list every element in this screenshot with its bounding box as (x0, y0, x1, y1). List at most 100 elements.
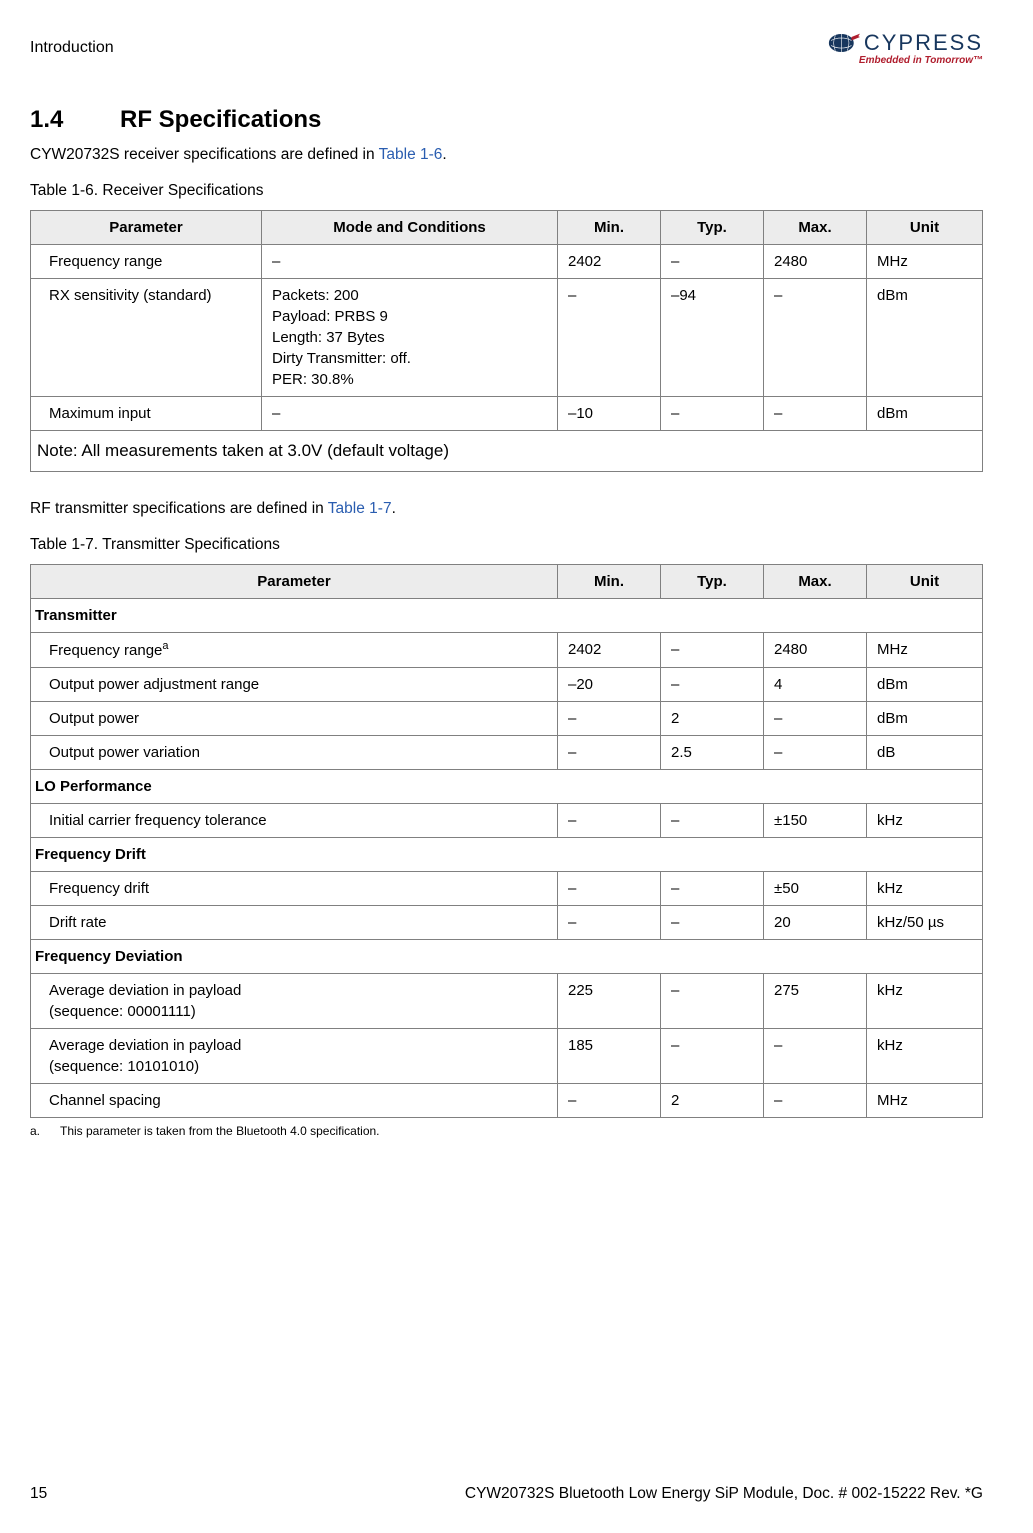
cell-min: – (558, 803, 661, 837)
table-row: Average deviation in payload(sequence: 1… (31, 1028, 983, 1083)
cell-parameter: Output power variation (31, 735, 558, 769)
table-row: Channel spacing–2–MHz (31, 1083, 983, 1117)
table-row: Output power adjustment range–20–4dBm (31, 667, 983, 701)
cell-mode: – (262, 397, 558, 431)
col-max: Max. (764, 211, 867, 245)
table-1-7-footnote: a.This parameter is taken from the Bluet… (30, 1124, 983, 1138)
col-unit: Unit (867, 211, 983, 245)
cell-parameter: Frequency rangea (31, 632, 558, 667)
cell-typ: – (661, 667, 764, 701)
cell-mode: – (262, 245, 558, 279)
section-title-cell: Frequency Deviation (31, 939, 983, 973)
cell-min: 2402 (558, 632, 661, 667)
cell-unit: dBm (867, 701, 983, 735)
cell-min: – (558, 1083, 661, 1117)
cell-parameter: Frequency range (31, 245, 262, 279)
globe-icon (826, 30, 860, 56)
cell-min: 225 (558, 973, 661, 1028)
table-1-6-link[interactable]: Table 1-6 (379, 146, 443, 163)
cell-unit: kHz/50 µs (867, 905, 983, 939)
table-row: Initial carrier frequency tolerance––±15… (31, 803, 983, 837)
cell-unit: MHz (867, 632, 983, 667)
cell-unit: dBm (867, 279, 983, 397)
cell-max: 275 (764, 973, 867, 1028)
intro2-post: . (392, 500, 396, 517)
cell-min: –20 (558, 667, 661, 701)
cell-max: ±150 (764, 803, 867, 837)
col-min: Min. (558, 211, 661, 245)
cell-typ: – (661, 397, 764, 431)
cell-min: 185 (558, 1028, 661, 1083)
intro-text-2: RF transmitter specifications are define… (30, 500, 983, 518)
brand-logo: CYPRESS Embedded in Tomorrow™ (826, 30, 983, 66)
cell-max: – (764, 279, 867, 397)
table-1-7-link[interactable]: Table 1-7 (328, 500, 392, 517)
table-1-6-caption: Table 1-6. Receiver Specifications (30, 182, 983, 200)
table-note-row: Note: All measurements taken at 3.0V (de… (31, 431, 983, 472)
cell-max: – (764, 397, 867, 431)
logo-tagline: Embedded in Tomorrow™ (826, 56, 983, 66)
cell-parameter: Output power (31, 701, 558, 735)
cell-min: – (558, 871, 661, 905)
table-section-row: Frequency Drift (31, 837, 983, 871)
col-typ: Typ. (661, 211, 764, 245)
section-title-cell: LO Performance (31, 769, 983, 803)
cell-min: 2402 (558, 245, 661, 279)
cell-parameter: Average deviation in payload(sequence: 1… (31, 1028, 558, 1083)
breadcrumb: Introduction (30, 39, 114, 57)
table-row: Frequency drift––±50kHz (31, 871, 983, 905)
cell-min: – (558, 905, 661, 939)
cell-parameter: Maximum input (31, 397, 262, 431)
table-section-row: Frequency Deviation (31, 939, 983, 973)
section-title-cell: Frequency Drift (31, 837, 983, 871)
cell-unit: dB (867, 735, 983, 769)
table-1-6: Parameter Mode and Conditions Min. Typ. … (30, 210, 983, 472)
section-number: 1.4 (30, 106, 120, 134)
cell-typ: – (661, 871, 764, 905)
col-parameter: Parameter (31, 564, 558, 598)
cell-unit: MHz (867, 1083, 983, 1117)
cell-typ: 2 (661, 1083, 764, 1117)
cell-min: – (558, 279, 661, 397)
col-typ: Typ. (661, 564, 764, 598)
table-row: Frequency rangea2402–2480MHz (31, 632, 983, 667)
cell-max: – (764, 1028, 867, 1083)
table-row: Maximum input––10––dBm (31, 397, 983, 431)
table-row: RX sensitivity (standard)Packets: 200Pay… (31, 279, 983, 397)
col-unit: Unit (867, 564, 983, 598)
table-header-row: Parameter Mode and Conditions Min. Typ. … (31, 211, 983, 245)
intro2-pre: RF transmitter specifications are define… (30, 500, 328, 517)
cell-max: 4 (764, 667, 867, 701)
cell-parameter: Frequency drift (31, 871, 558, 905)
cell-typ: – (661, 905, 764, 939)
cell-min: –10 (558, 397, 661, 431)
page-footer: 15 CYW20732S Bluetooth Low Energy SiP Mo… (30, 1485, 983, 1503)
cell-unit: MHz (867, 245, 983, 279)
footnote-text: This parameter is taken from the Bluetoo… (60, 1124, 380, 1138)
table-note: Note: All measurements taken at 3.0V (de… (31, 431, 983, 472)
cell-max: – (764, 1083, 867, 1117)
col-min: Min. (558, 564, 661, 598)
cell-min: – (558, 735, 661, 769)
cell-typ: 2.5 (661, 735, 764, 769)
intro1-pre: CYW20732S receiver specifications are de… (30, 146, 379, 163)
cell-typ: – (661, 1028, 764, 1083)
page-number: 15 (30, 1485, 47, 1503)
table-header-row: Parameter Min. Typ. Max. Unit (31, 564, 983, 598)
intro-text-1: CYW20732S receiver specifications are de… (30, 146, 983, 164)
footnote-label: a. (30, 1124, 60, 1138)
cell-unit: dBm (867, 667, 983, 701)
table-row: Drift rate––20kHz/50 µs (31, 905, 983, 939)
cell-parameter: Channel spacing (31, 1083, 558, 1117)
section-heading: 1.4RF Specifications (30, 106, 983, 134)
page-header: Introduction CYPRESS Embedded in Tomorro… (30, 30, 983, 66)
table-row: Output power variation–2.5–dB (31, 735, 983, 769)
cell-max: 2480 (764, 245, 867, 279)
cell-unit: kHz (867, 803, 983, 837)
cell-typ: – (661, 803, 764, 837)
cell-parameter: Initial carrier frequency tolerance (31, 803, 558, 837)
table-section-row: Transmitter (31, 598, 983, 632)
col-mode: Mode and Conditions (262, 211, 558, 245)
cell-unit: kHz (867, 1028, 983, 1083)
cell-max: – (764, 735, 867, 769)
